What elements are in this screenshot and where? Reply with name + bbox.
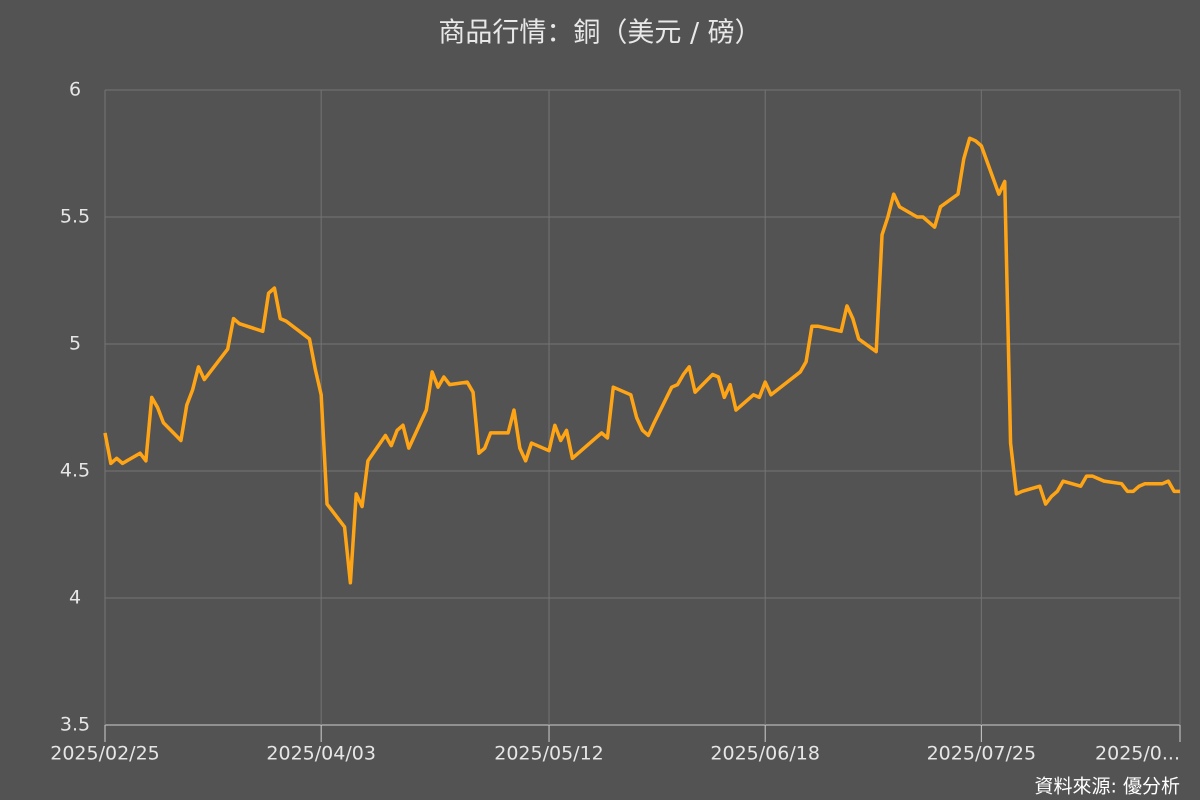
chart-title: 商品行情：銅（美元 / 磅） [438, 18, 761, 49]
y-tick-label: 5 [69, 333, 81, 355]
x-tick-label: 2025/06/18 [710, 743, 820, 765]
y-tick-label: 5.5 [60, 206, 90, 228]
y-tick-label: 6 [69, 79, 81, 101]
y-tick-label: 4 [69, 587, 81, 609]
x-tick-label: 2025/05/12 [494, 743, 604, 765]
x-tick-label: 2025/04/03 [266, 743, 376, 765]
y-tick-label: 4.5 [60, 460, 90, 482]
source-note: 資料來源: 優分析 [1035, 776, 1180, 798]
line-series [103, 136, 1180, 585]
x-tick-label: 2025/0... [1095, 743, 1180, 765]
x-tick-label: 2025/02/25 [50, 743, 160, 765]
x-tick-label: 2025/07/25 [927, 743, 1037, 765]
y-tick-label: 3.5 [60, 714, 90, 736]
